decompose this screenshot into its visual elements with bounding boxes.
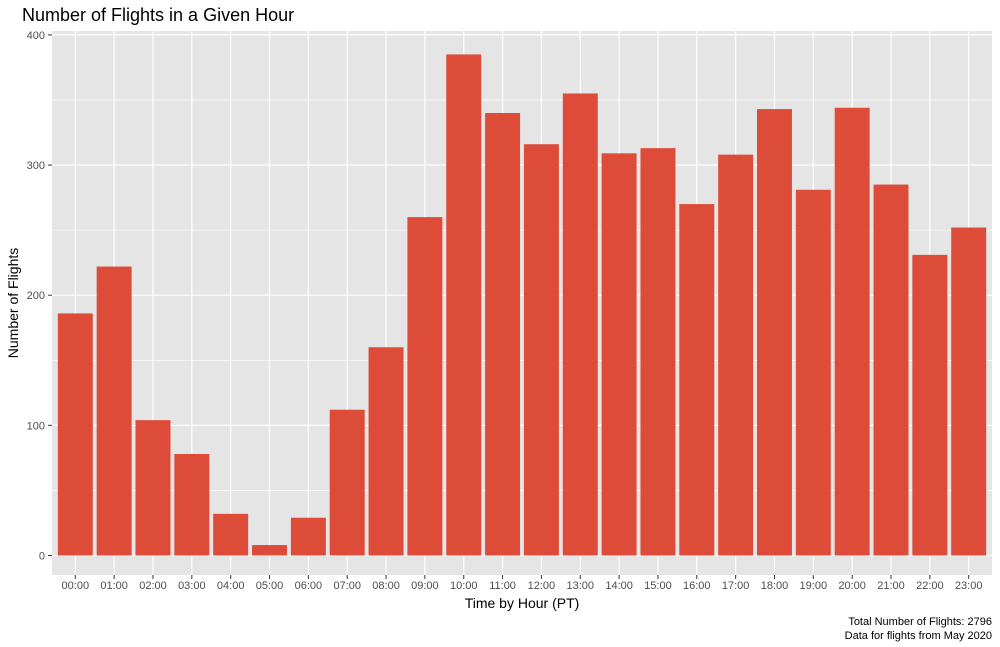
chart-title: Number of Flights in a Given Hour (22, 5, 294, 25)
x-axis-ticks: 00:00 01:00 02:00 03:00 04:00 05:00 06:00 07:00… (62, 575, 983, 592)
x-tick-label: 16:00 (683, 580, 711, 592)
bar-1500 (640, 148, 676, 556)
y-axis-ticks: 0 100 200 300 400 (27, 30, 52, 562)
y-tick-label: 100 (27, 420, 45, 432)
x-tick-label: 06:00 (295, 580, 323, 592)
x-tick-label: 12:00 (528, 580, 556, 592)
x-tick-label: 04:00 (217, 580, 245, 592)
x-axis-title: Time by Hour (PT) (465, 595, 580, 611)
x-tick-label: 11:00 (489, 580, 516, 592)
y-tick-label: 300 (27, 160, 45, 172)
x-tick-label: 22:00 (916, 580, 944, 592)
x-tick-label: 08:00 (372, 580, 400, 592)
bar-2000 (834, 107, 870, 556)
bar-0900 (407, 217, 443, 556)
y-tick-label: 400 (27, 30, 45, 42)
x-tick-label: 01:00 (100, 580, 128, 592)
bar-2300 (951, 227, 987, 556)
bar-0300 (174, 453, 210, 556)
x-tick-label: 21:00 (877, 580, 905, 592)
bar-1100 (485, 112, 521, 556)
caption-data-period: Data for flights from May 2020 (845, 630, 992, 642)
y-tick-label: 200 (27, 290, 45, 302)
x-tick-label: 05:00 (256, 580, 284, 592)
bar-2100 (873, 184, 909, 556)
bar-1400 (601, 153, 637, 556)
bar-0700 (329, 409, 365, 556)
bar-2200 (912, 254, 948, 556)
bar-0500 (252, 545, 287, 556)
bar-0100 (96, 266, 132, 556)
bar-1600 (679, 204, 715, 556)
caption-total-flights: Total Number of Flights: 2796 (848, 616, 992, 628)
x-tick-label: 00:00 (62, 580, 90, 592)
x-tick-label: 10:00 (450, 580, 478, 592)
x-tick-label: 09:00 (411, 580, 439, 592)
x-tick-label: 17:00 (722, 580, 750, 592)
bar-0800 (368, 347, 404, 556)
bar-1900 (795, 189, 831, 556)
bar-0200 (135, 420, 171, 556)
bars (57, 54, 987, 556)
x-tick-label: 15:00 (644, 580, 672, 592)
bar-1000 (446, 54, 482, 556)
x-tick-label: 03:00 (178, 580, 206, 592)
x-tick-label: 23:00 (955, 580, 983, 592)
bar-1200 (523, 144, 559, 556)
x-tick-label: 14:00 (605, 580, 633, 592)
x-tick-label: 07:00 (333, 580, 361, 592)
y-tick-label: 0 (39, 550, 45, 562)
x-tick-label: 20:00 (838, 580, 866, 592)
x-tick-label: 19:00 (800, 580, 828, 592)
x-tick-label: 13:00 (566, 580, 594, 592)
x-tick-label: 18:00 (761, 580, 789, 592)
bar-1700 (718, 154, 754, 556)
bar-0400 (213, 513, 249, 556)
y-axis-title: Number of Flights (5, 248, 21, 358)
bar-0600 (290, 517, 326, 556)
bar-1800 (757, 109, 792, 556)
bar-1300 (562, 93, 598, 556)
bar-0000 (57, 313, 93, 556)
x-tick-label: 02:00 (139, 580, 167, 592)
